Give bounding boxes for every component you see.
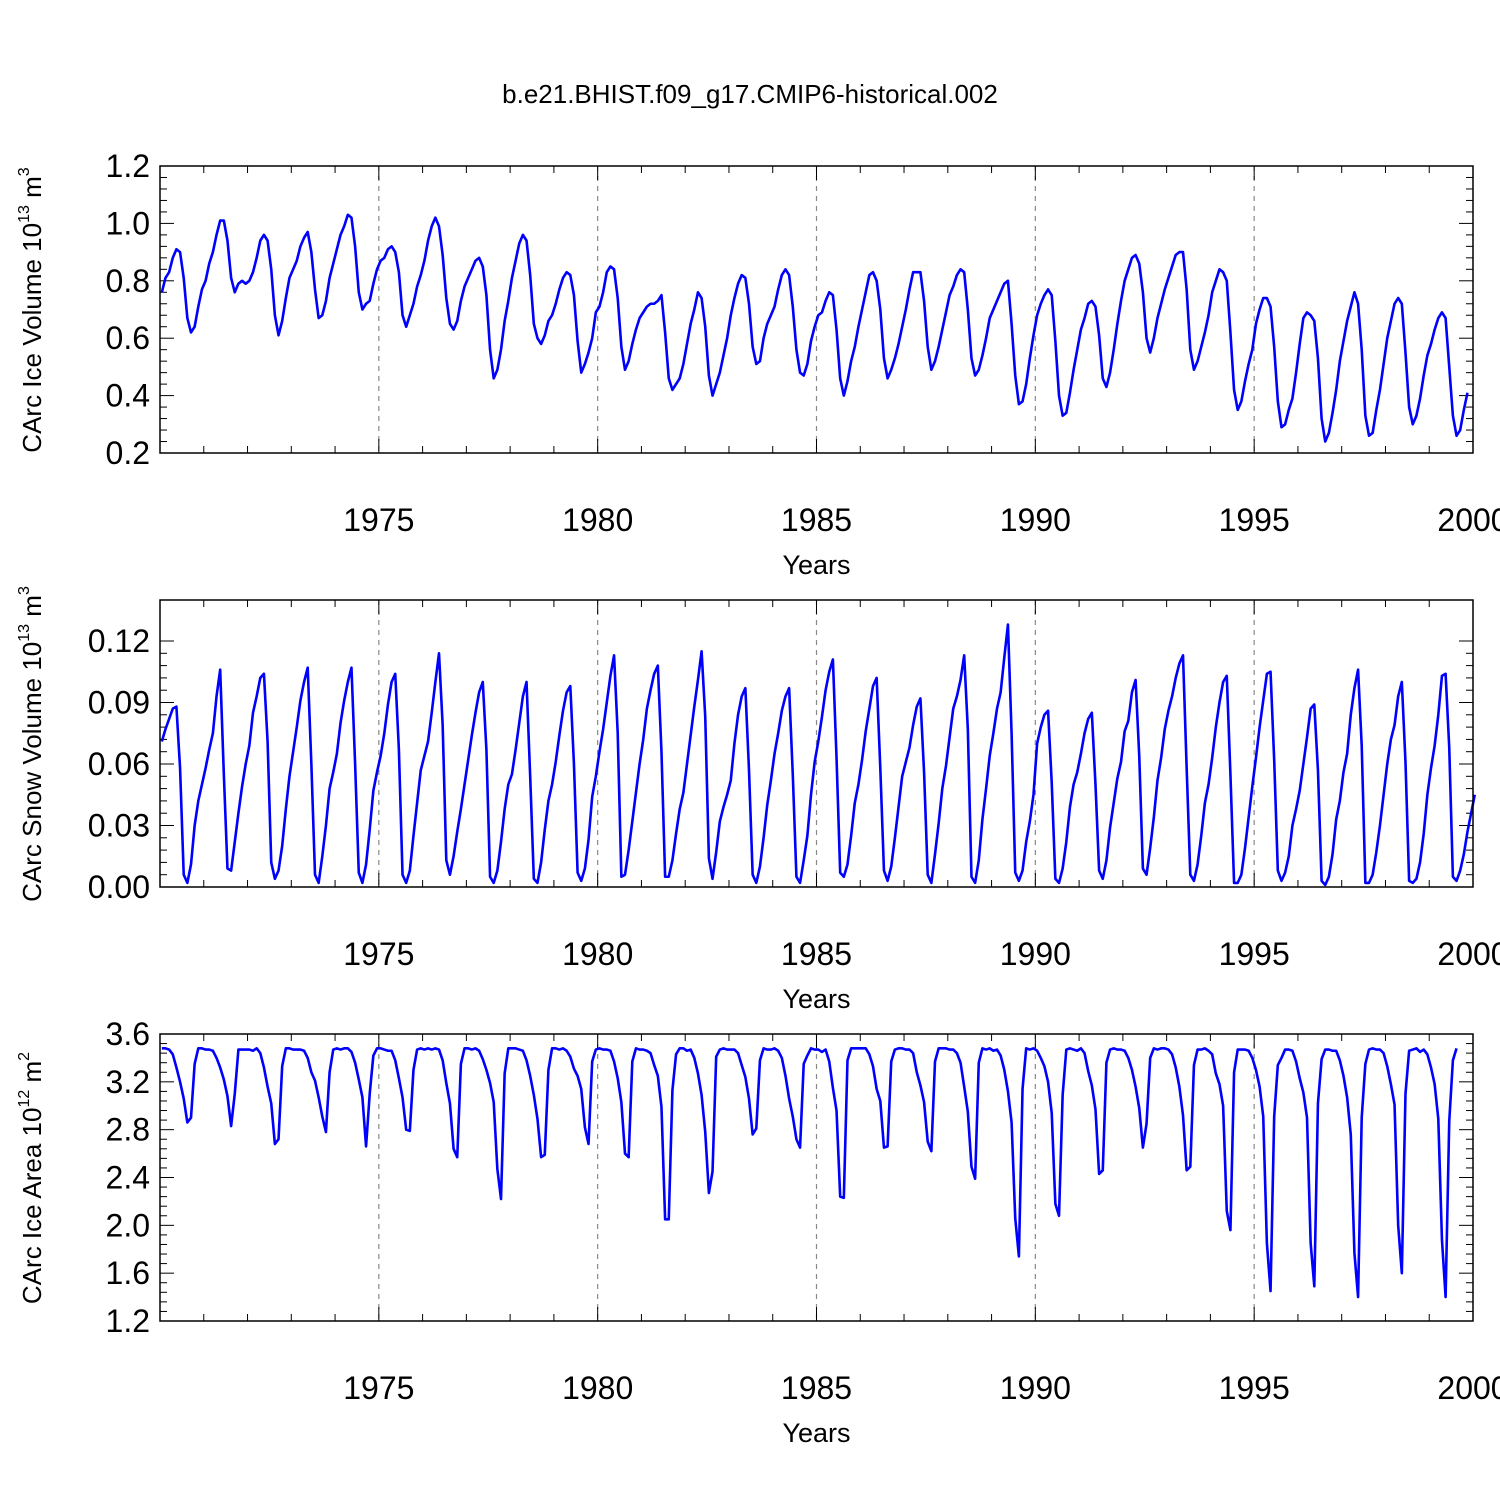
y-tick-label: 0.00 <box>88 869 150 905</box>
figure-title: b.e21.BHIST.f09_g17.CMIP6-historical.002 <box>502 79 998 109</box>
x-tick-label: 1975 <box>343 1370 414 1406</box>
y-tick-label: 2.0 <box>106 1207 150 1243</box>
y-tick-label: 0.8 <box>106 263 150 299</box>
x-tick-label: 1980 <box>562 502 633 538</box>
x-tick-label: 1990 <box>1000 1370 1071 1406</box>
panel-snow-volume: 0.00 0.03 0.06 0.09 0.12 1975 1980 1985 1990 1995… <box>16 586 1500 1014</box>
x-tick-label: 1990 <box>1000 502 1071 538</box>
plot-frame <box>159 599 1474 888</box>
y-tick-label: 0.2 <box>106 435 150 471</box>
y-tick-label: 3.6 <box>106 1016 150 1052</box>
y-tick-label: 0.12 <box>88 623 150 659</box>
y-axis-label-unit: m <box>17 1061 47 1090</box>
y-axis-label-exp: 12 <box>16 1090 33 1108</box>
x-axis-label: Years <box>782 550 850 580</box>
y-axis-label-main: CArc Snow Volume 10 <box>17 642 47 902</box>
y-tick-label: 0.09 <box>88 685 150 721</box>
plot-frame <box>159 1033 1474 1322</box>
y-tick-label: 2.4 <box>106 1160 150 1196</box>
y-tick-label: 0.06 <box>88 746 150 782</box>
y-axis-label: CArc Ice Volume 1013 m3 <box>16 167 47 452</box>
y-tick-label: 0.4 <box>106 378 150 414</box>
x-axis-label: Years <box>782 1418 850 1448</box>
series-line-snow-volume <box>160 623 1477 887</box>
y-axis-label-exp: 13 <box>16 205 33 223</box>
y-axis-label-unit: m <box>17 176 47 205</box>
x-tick-label: 2000 <box>1437 936 1500 972</box>
x-tick-label: 1980 <box>562 1370 633 1406</box>
x-tick-label: 1975 <box>343 502 414 538</box>
y-axis-label-unit-exp: 2 <box>16 1052 33 1061</box>
x-tick-label: 1990 <box>1000 936 1071 972</box>
y-axis-label-main: CArc Ice Volume 10 <box>17 223 47 453</box>
x-tick-label: 1985 <box>781 936 852 972</box>
y-axis-label-main: CArc Ice Area 10 <box>17 1108 47 1305</box>
y-tick-label: 3.2 <box>106 1064 150 1100</box>
x-tick-label: 1995 <box>1219 1370 1290 1406</box>
y-axis-label: CArc Ice Area 1012 m2 <box>16 1052 47 1304</box>
y-axis-label: CArc Snow Volume 1013 m3 <box>16 586 47 902</box>
panel-ice-volume: 0.2 0.4 0.6 0.8 1.0 1.2 1975 1980 1985 1990 1995 20… <box>16 148 1500 580</box>
x-tick-label: 2000 <box>1437 1370 1500 1406</box>
y-axis-label-exp: 13 <box>16 624 33 642</box>
x-tick-label: 1995 <box>1219 936 1290 972</box>
y-tick-label: 1.6 <box>106 1255 150 1291</box>
y-tick-label: 0.6 <box>106 320 150 356</box>
x-tick-label: 1980 <box>562 936 633 972</box>
x-axis-label: Years <box>782 984 850 1014</box>
x-tick-label: 1985 <box>781 502 852 538</box>
y-tick-label: 1.0 <box>106 205 150 241</box>
x-tick-label: 1975 <box>343 936 414 972</box>
x-tick-label: 1995 <box>1219 502 1290 538</box>
plot-frame <box>159 165 1474 454</box>
series-line-ice-volume <box>160 213 1469 443</box>
y-axis-label-unit-exp: 3 <box>16 167 33 176</box>
x-tick-label: 2000 <box>1437 502 1500 538</box>
y-axis-label-unit-exp: 3 <box>16 586 33 595</box>
panel-ice-area: 1.2 1.6 2.0 2.4 2.8 3.2 3.6 1975 1980 1985 1990 199… <box>16 1016 1500 1448</box>
y-tick-label: 1.2 <box>106 1303 150 1339</box>
y-tick-label: 2.8 <box>106 1112 150 1148</box>
y-tick-label: 0.03 <box>88 808 150 844</box>
y-axis-label-unit: m <box>17 595 47 624</box>
y-tick-label: 1.2 <box>106 148 150 184</box>
x-tick-label: 1985 <box>781 1370 852 1406</box>
series-line-ice-area <box>161 1047 1458 1299</box>
